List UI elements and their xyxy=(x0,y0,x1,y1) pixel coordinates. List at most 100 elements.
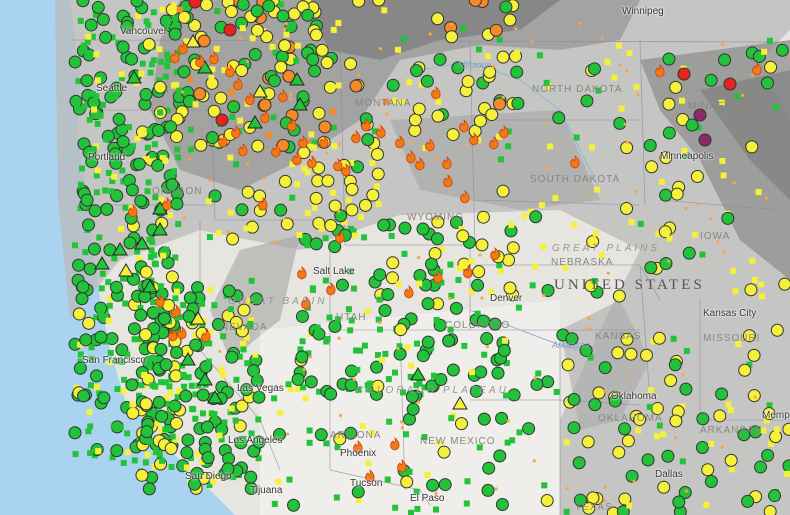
sensor-marker[interactable] xyxy=(94,77,101,84)
sensor-marker[interactable] xyxy=(727,407,734,414)
sensor-marker[interactable] xyxy=(626,50,633,57)
monitor-marker[interactable] xyxy=(659,188,673,202)
fire-icon[interactable] xyxy=(155,293,165,308)
sensor-marker[interactable] xyxy=(505,143,512,150)
sensor-marker[interactable] xyxy=(386,418,393,425)
sensor-marker[interactable] xyxy=(233,161,240,168)
sensor-marker[interactable] xyxy=(163,400,170,407)
sensor-marker[interactable] xyxy=(468,258,475,265)
sensor-marker[interactable] xyxy=(348,317,355,324)
sensor-marker[interactable] xyxy=(98,285,105,292)
monitor-marker[interactable] xyxy=(68,55,82,69)
monitor-marker[interactable] xyxy=(742,329,756,343)
sensor-marker[interactable] xyxy=(164,51,171,58)
triangle-marker[interactable] xyxy=(118,263,134,277)
sensor-marker[interactable] xyxy=(570,221,577,228)
monitor-marker[interactable] xyxy=(633,412,647,426)
sensor-marker[interactable] xyxy=(543,79,550,86)
sensor-marker[interactable] xyxy=(376,296,383,303)
sensor-marker[interactable] xyxy=(102,136,109,143)
monitor-marker[interactable] xyxy=(639,348,653,362)
monitor-marker[interactable] xyxy=(88,204,102,218)
monitor-marker[interactable] xyxy=(540,494,554,508)
sensor-marker[interactable] xyxy=(164,21,171,28)
fire-icon[interactable] xyxy=(460,189,470,204)
sensor-marker[interactable] xyxy=(361,342,368,349)
sensor-marker[interactable] xyxy=(120,459,127,466)
sensor-marker[interactable] xyxy=(136,256,143,263)
sensor-marker[interactable] xyxy=(351,232,358,239)
monitor-marker[interactable] xyxy=(153,80,167,94)
fire-icon[interactable] xyxy=(278,88,288,103)
sensor-marker[interactable] xyxy=(413,382,420,389)
sensor-marker[interactable] xyxy=(278,1,285,8)
sensor-marker[interactable] xyxy=(135,392,142,399)
sensor-marker[interactable] xyxy=(109,454,116,461)
sensor-marker[interactable] xyxy=(314,324,321,331)
monitor-marker[interactable] xyxy=(449,215,463,229)
sensor-marker[interactable] xyxy=(464,478,471,485)
sensor-marker[interactable] xyxy=(347,268,354,275)
monitor-marker[interactable] xyxy=(433,52,447,66)
sensor-marker[interactable] xyxy=(135,13,142,20)
monitor-marker[interactable] xyxy=(493,97,507,111)
sensor-marker[interactable] xyxy=(375,316,382,323)
sensor-marker[interactable] xyxy=(553,388,560,395)
monitor-marker[interactable] xyxy=(474,365,488,379)
sensor-marker[interactable] xyxy=(164,63,171,70)
sensor-marker[interactable] xyxy=(180,371,187,378)
triangle-marker[interactable] xyxy=(452,396,468,410)
sensor-marker[interactable] xyxy=(476,444,483,451)
sensor-marker[interactable] xyxy=(361,234,368,241)
sensor-marker[interactable] xyxy=(252,353,259,360)
sensor-marker[interactable] xyxy=(746,361,753,368)
sensor-marker[interactable] xyxy=(243,225,250,232)
monitor-marker[interactable] xyxy=(274,60,288,74)
sensor-marker[interactable] xyxy=(209,66,216,73)
monitor-marker[interactable] xyxy=(608,394,622,408)
sensor-marker[interactable] xyxy=(289,194,296,201)
sensor-marker[interactable] xyxy=(515,304,522,311)
sensor-marker[interactable] xyxy=(766,402,773,409)
sensor-marker[interactable] xyxy=(341,234,348,241)
sensor-marker[interactable] xyxy=(148,412,155,419)
monitor-marker[interactable] xyxy=(503,281,517,295)
sensor-marker[interactable] xyxy=(374,352,381,359)
monitor-marker[interactable] xyxy=(328,320,342,334)
sensor-marker[interactable] xyxy=(89,33,96,40)
monitor-marker[interactable] xyxy=(229,315,243,329)
monitor-marker[interactable] xyxy=(598,361,612,375)
monitor-marker[interactable] xyxy=(446,363,460,377)
monitor-marker[interactable] xyxy=(672,495,686,509)
sensor-marker[interactable] xyxy=(307,143,314,150)
monitor-marker[interactable] xyxy=(278,174,292,188)
sensor-marker[interactable] xyxy=(385,376,392,383)
monitor-marker[interactable] xyxy=(83,262,97,276)
monitor-marker[interactable] xyxy=(371,167,385,181)
monitor-marker[interactable] xyxy=(211,317,225,331)
sensor-marker[interactable] xyxy=(106,302,113,309)
sensor-marker[interactable] xyxy=(146,236,153,243)
monitor-marker[interactable] xyxy=(244,482,258,496)
monitor-marker[interactable] xyxy=(658,225,672,239)
sensor-marker[interactable] xyxy=(545,83,552,90)
monitor-marker[interactable] xyxy=(445,30,459,44)
triangle-marker[interactable] xyxy=(197,60,213,74)
monitor-marker[interactable] xyxy=(116,135,130,149)
sensor-marker[interactable] xyxy=(538,202,545,209)
fire-icon[interactable] xyxy=(218,133,228,148)
sensor-marker[interactable] xyxy=(149,299,156,306)
sensor-marker[interactable] xyxy=(318,225,325,232)
monitor-marker[interactable] xyxy=(744,283,758,297)
sensor-marker[interactable] xyxy=(354,366,361,373)
sensor-marker[interactable] xyxy=(295,386,302,393)
sensor-marker[interactable] xyxy=(345,197,352,204)
fire-icon[interactable] xyxy=(209,50,219,65)
monitor-marker[interactable] xyxy=(135,468,149,482)
fire-icon[interactable] xyxy=(425,137,435,152)
monitor-marker[interactable] xyxy=(489,23,503,37)
monitor-marker[interactable] xyxy=(394,323,408,337)
monitor-marker[interactable] xyxy=(164,120,178,134)
triangle-marker[interactable] xyxy=(126,70,142,84)
sensor-marker[interactable] xyxy=(563,508,570,515)
